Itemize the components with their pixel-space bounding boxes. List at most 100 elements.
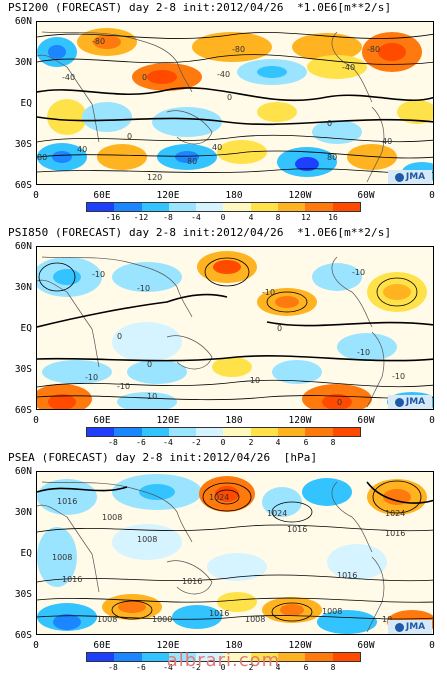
coastlines	[37, 481, 385, 633]
colorbar-tick: 12	[301, 213, 311, 222]
lat-label: 60S	[14, 405, 32, 416]
lon-label: 0	[429, 415, 435, 426]
colorbar-tick: -2	[191, 663, 201, 672]
lat-label: 60N	[14, 466, 32, 477]
lon-label: 120W	[288, 640, 312, 651]
colorbar	[86, 427, 361, 437]
jma-logo: JMA	[388, 395, 432, 409]
lon-label: 60E	[93, 640, 111, 651]
contour-lines	[37, 480, 433, 622]
contour-label: 1024	[267, 509, 287, 518]
anomaly-patches	[37, 28, 433, 182]
lon-label: 60W	[357, 415, 375, 426]
lat-label: 30N	[14, 282, 32, 293]
contour-label: 1024	[209, 493, 229, 502]
colorbar	[86, 202, 361, 212]
contour-label: 0	[227, 93, 232, 102]
psi850-panel: PSI850 (FORECAST) day 2-8 init:2012/04/2…	[0, 225, 447, 450]
colorbar-tick: -6	[136, 438, 146, 447]
colorbar-tick: 4	[248, 213, 254, 222]
contour-label: 1008	[97, 615, 117, 624]
colorbar-tick: 0	[220, 213, 226, 222]
jma-logo: JMA	[388, 620, 432, 634]
panel-title: PSEA (FORECAST) day 2-8 init:2012/04/26 …	[8, 451, 318, 464]
jma-logo: JMA	[388, 170, 432, 184]
lat-label: 30N	[14, 57, 32, 68]
colorbar-tick: 4	[275, 663, 281, 672]
contour-label: 40	[77, 145, 87, 154]
contour-label: 10	[382, 615, 392, 624]
lon-label: 60W	[357, 640, 375, 651]
lon-label: 60E	[93, 190, 111, 201]
colorbar-tick: 8	[330, 663, 336, 672]
lat-label: EQ	[20, 98, 32, 109]
coastlines	[37, 31, 385, 183]
zero-contour	[37, 87, 433, 126]
contour-label: 0	[337, 398, 342, 407]
colorbar-tick: 0	[220, 438, 226, 447]
contour-label: 80	[187, 157, 197, 166]
contour-labels: -80 -40 -80 -80 -40 -40 0 0 0 40 0 40 40…	[37, 37, 392, 182]
contour-label: 0	[127, 132, 132, 141]
contour-label: -40	[342, 63, 355, 72]
contour-label: 0	[117, 332, 122, 341]
colorbar-tick: 8	[330, 438, 336, 447]
colorbar-tick: -16	[105, 213, 121, 222]
contour-label: -10	[357, 348, 370, 357]
contour-label: -10	[247, 376, 260, 385]
contour-label: 40	[382, 137, 392, 146]
colorbar-tick: 6	[303, 438, 309, 447]
lon-label: 60W	[357, 190, 375, 201]
lat-label: 60S	[14, 630, 32, 641]
contour-lines	[37, 32, 433, 174]
contour-label: 1008	[322, 607, 342, 616]
colorbar-tick: 2	[248, 438, 254, 447]
contour-label: 1016	[287, 525, 307, 534]
lon-label: 180	[225, 190, 243, 201]
lat-label: 60N	[14, 16, 32, 27]
contour-label: 80	[327, 153, 337, 162]
colorbar-tick: -8	[108, 663, 118, 672]
contour-label: -10	[262, 288, 275, 297]
colorbar-tick: -12	[133, 213, 149, 222]
colorbar-tick: -4	[163, 663, 173, 672]
contour-label: -10	[137, 284, 150, 293]
contour-label: 1016	[385, 529, 405, 538]
colorbar-tick: -8	[108, 438, 118, 447]
contour-label: 1016	[182, 577, 202, 586]
lon-label: 120E	[156, 640, 180, 651]
lat-label: 30S	[14, 139, 32, 150]
map-layer: -10 -10 -10 -10 0 0 0 0 -10 -10 10 -10 -…	[37, 247, 433, 409]
map-psi200: -80 -40 -80 -80 -40 -40 0 0 0 40 0 40 40…	[36, 21, 434, 185]
contour-label: 1008	[137, 535, 157, 544]
colorbar-tick: -4	[163, 438, 173, 447]
lat-label: EQ	[20, 548, 32, 559]
contour-labels: 1016 1024 1024 1024 1008 1008 1016 1016 …	[52, 493, 405, 624]
contour-labels: -10 -10 -10 -10 0 0 0 0 -10 -10 10 -10 -…	[85, 268, 405, 407]
lon-label: 0	[33, 640, 39, 651]
contour-label: -10	[352, 268, 365, 277]
contour-label: 0	[142, 73, 147, 82]
map-layer: 1016 1024 1024 1024 1008 1008 1016 1016 …	[37, 472, 433, 634]
contour-label: 0	[147, 360, 152, 369]
contour-label: -10	[392, 372, 405, 381]
panel-title: PSI200 (FORECAST) day 2-8 init:2012/04/2…	[8, 1, 392, 14]
contour-label: 1016	[209, 609, 229, 618]
contour-label: -40	[62, 73, 75, 82]
lon-label: 120E	[156, 190, 180, 201]
lon-label: 120W	[288, 190, 312, 201]
jma-emblem-icon	[394, 622, 404, 632]
lon-label: 0	[429, 640, 435, 651]
map-psea: 1016 1024 1024 1024 1008 1008 1016 1016 …	[36, 471, 434, 635]
colorbar-tick: 2	[248, 663, 254, 672]
contour-label: 1016	[337, 571, 357, 580]
contour-label: 120	[147, 173, 162, 182]
contour-label: 40	[212, 143, 222, 152]
contour-label: -10	[117, 382, 130, 391]
panel-title: PSI850 (FORECAST) day 2-8 init:2012/04/2…	[8, 226, 392, 239]
psi200-panel: PSI200 (FORECAST) day 2-8 init:2012/04/2…	[0, 0, 447, 225]
contour-label: 0	[327, 119, 332, 128]
colorbar-tick: 6	[303, 663, 309, 672]
colorbar-tick: 4	[275, 438, 281, 447]
colorbar-tick: -6	[136, 663, 146, 672]
